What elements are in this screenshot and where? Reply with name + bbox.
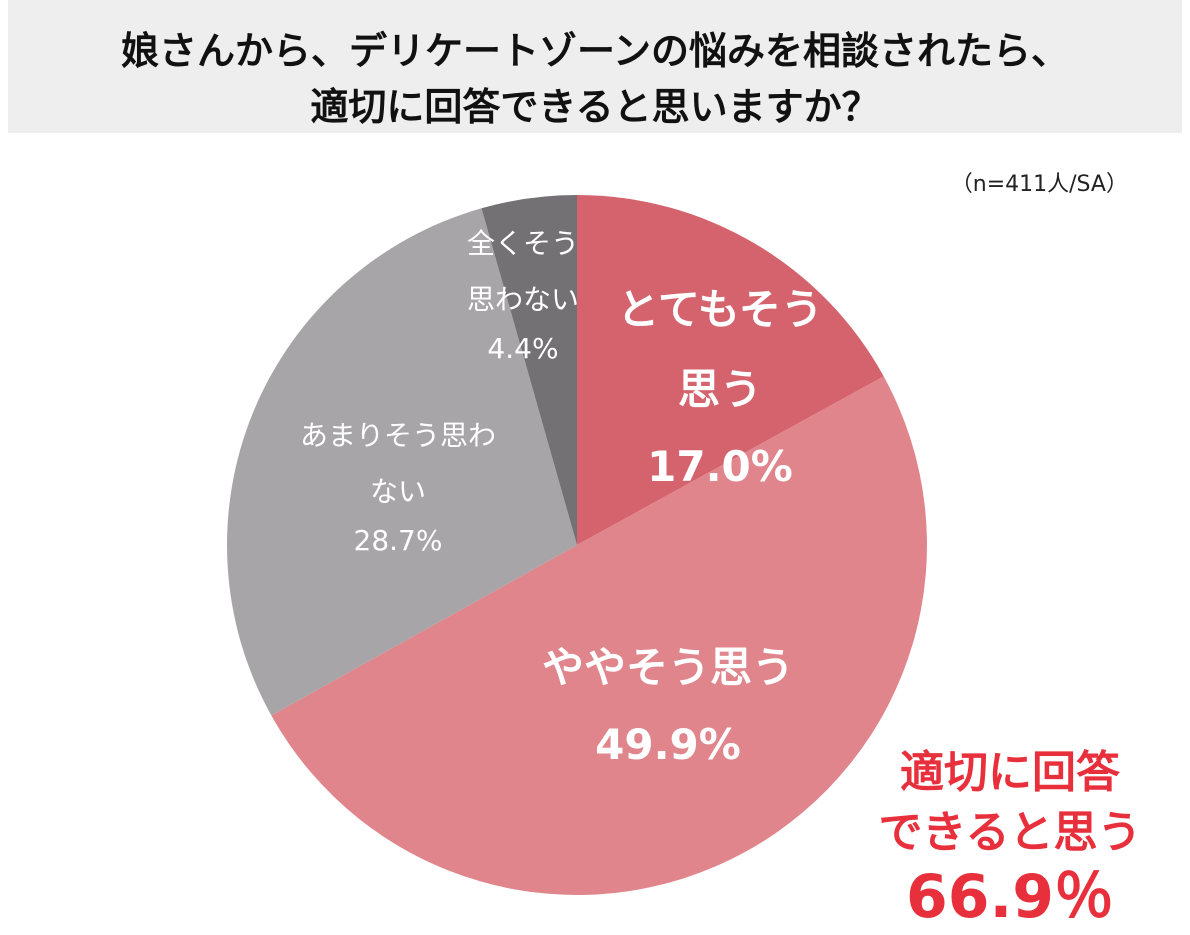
annotation: できると思う <box>878 807 1142 858</box>
chart-title: 適切に回答できると思いますか？ <box>310 85 880 129</box>
subtitle: （n=411人/SA） <box>950 172 1128 197</box>
pie-slice <box>227 208 578 716</box>
chart-title: 娘さんから、デリケートゾーンの悩みを相談されたら、 <box>120 29 1070 73</box>
pie-slice <box>481 195 577 545</box>
pie-slice <box>271 376 927 895</box>
slice-label: ややそう思う <box>541 643 794 692</box>
value-label: 17.0% <box>647 442 793 491</box>
slice-label: とてもそう思う <box>617 285 823 414</box>
annotation: 適切に回答 <box>900 747 1120 798</box>
value-label: 4.4% <box>487 332 559 365</box>
slice-label: 全くそう思わない <box>466 227 579 316</box>
pie-slice <box>577 195 884 545</box>
annotation: 66.9％ <box>905 862 1115 932</box>
value-label: 49.9% <box>595 720 741 769</box>
slice-label: あまりそう思わない <box>299 419 496 508</box>
value-label: 28.7% <box>353 524 443 557</box>
title-box <box>8 0 1182 133</box>
